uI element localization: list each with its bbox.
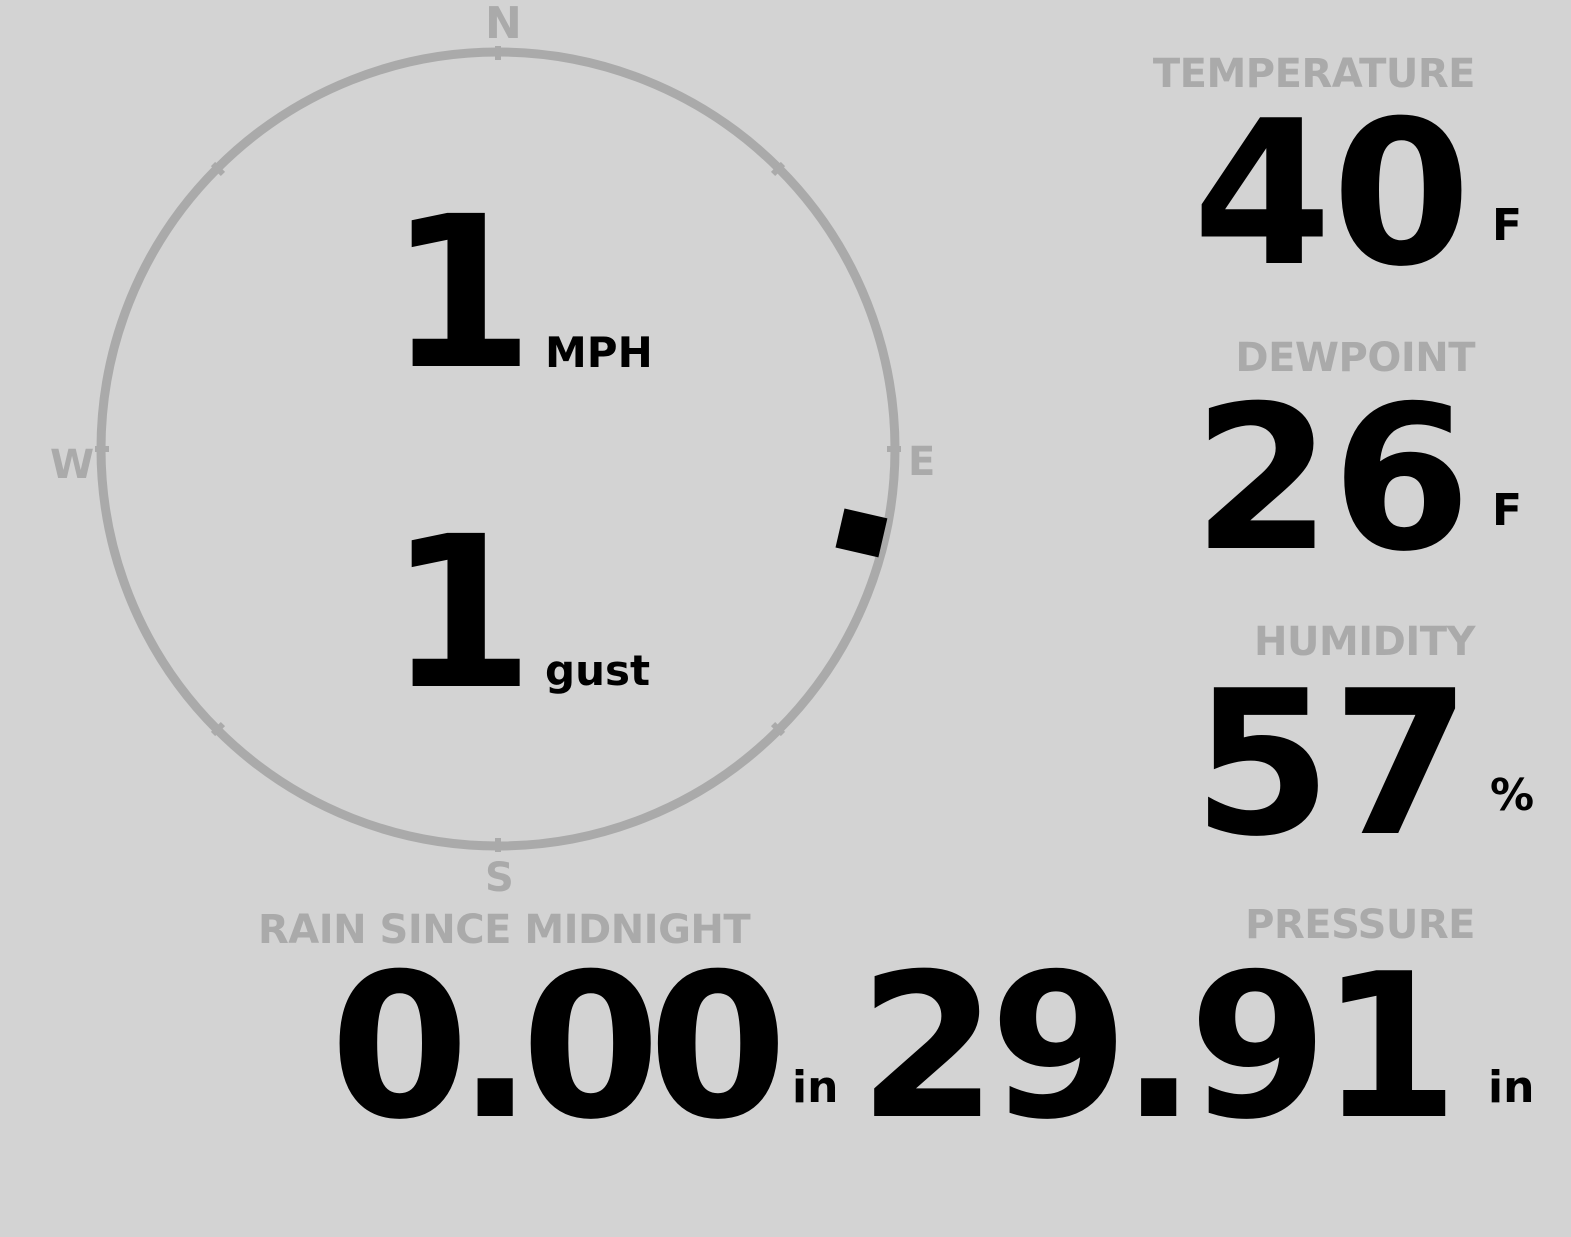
compass-tick bbox=[210, 161, 226, 177]
wind-gust-value: 1 bbox=[388, 491, 535, 736]
temperature-label: TEMPERATURE bbox=[1152, 51, 1476, 97]
compass-tick bbox=[770, 161, 786, 177]
wind-speed-value: 1 bbox=[388, 171, 535, 416]
humidity-unit: % bbox=[1490, 770, 1535, 821]
wind-direction-indicator bbox=[835, 508, 888, 558]
compass-s: S bbox=[485, 855, 514, 901]
dewpoint-unit: F bbox=[1492, 485, 1523, 536]
compass-w: W bbox=[50, 442, 95, 488]
compass-ticks bbox=[95, 46, 901, 852]
wind-speed-unit: MPH bbox=[545, 328, 653, 377]
compass-tick bbox=[770, 721, 786, 737]
rain-unit: in bbox=[792, 1062, 839, 1113]
wind-gust-unit: gust bbox=[545, 646, 651, 695]
pressure-label: PRESSURE bbox=[1245, 902, 1475, 948]
compass-n: N bbox=[485, 0, 522, 49]
rain-value: 0.00 bbox=[330, 931, 787, 1164]
humidity-value: 57 bbox=[1192, 648, 1471, 881]
temperature-value: 40 bbox=[1192, 78, 1471, 311]
dewpoint-label: DEWPOINT bbox=[1235, 335, 1475, 381]
pressure-value: 29.91 bbox=[858, 931, 1459, 1164]
pressure-unit: in bbox=[1488, 1062, 1535, 1113]
temperature-unit: F bbox=[1492, 200, 1523, 251]
dewpoint-value: 26 bbox=[1192, 363, 1471, 596]
humidity-label: HUMIDITY bbox=[1254, 619, 1475, 665]
rain-label: RAIN SINCE MIDNIGHT bbox=[258, 907, 751, 953]
compass-tick bbox=[210, 721, 226, 737]
compass-e: E bbox=[908, 439, 936, 485]
